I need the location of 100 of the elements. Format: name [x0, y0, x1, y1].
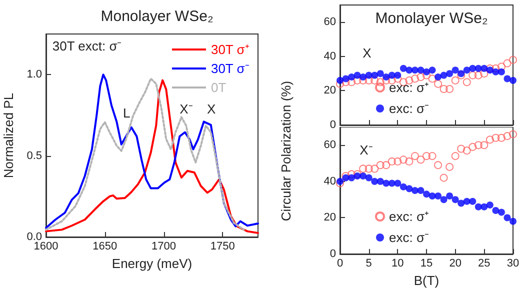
- point: [348, 174, 356, 182]
- y-axis-title: Normalized PL: [1, 92, 16, 178]
- x-tick-label: 1600: [34, 240, 58, 252]
- point: [400, 183, 407, 190]
- point: [336, 179, 344, 188]
- point: [462, 78, 471, 86]
- point: [503, 132, 512, 140]
- point: [452, 196, 459, 204]
- point: [474, 64, 482, 72]
- point: [342, 78, 350, 86]
- x-tick-label: 1750: [210, 240, 235, 252]
- point: [360, 74, 367, 80]
- legend-label: 30T σ⁺: [210, 42, 249, 57]
- point: [400, 64, 407, 72]
- point: [480, 203, 488, 210]
- point: [457, 144, 466, 153]
- point: [394, 74, 402, 83]
- x-axis-title: B(T): [414, 272, 440, 288]
- point: [388, 72, 396, 79]
- x-tick-label: 5: [366, 258, 372, 270]
- y-tick-label: 60: [324, 139, 336, 152]
- point: [486, 202, 494, 209]
- point: [336, 178, 344, 185]
- point: [428, 74, 436, 83]
- point: [498, 208, 505, 216]
- chart-title: Monolayer WSe₂: [375, 10, 488, 27]
- annotation: X: [207, 102, 216, 117]
- legend-label: exc: σ⁺: [389, 209, 428, 224]
- point: [360, 172, 367, 180]
- y-tick-label: 40: [324, 50, 336, 62]
- x-tick-label: 1700: [152, 240, 176, 252]
- point: [480, 64, 488, 72]
- point: [446, 192, 454, 200]
- point: [497, 62, 506, 71]
- point: [371, 178, 378, 185]
- y-tick-label: 0.5: [26, 150, 42, 162]
- point: [348, 170, 356, 178]
- point: [365, 174, 372, 182]
- point: [388, 76, 396, 84]
- x-tick-label: 10: [392, 258, 404, 270]
- point: [428, 152, 436, 160]
- legend-label: exc: σ⁻: [389, 101, 428, 116]
- y-axis-title: Circular Polarization (%): [278, 80, 294, 222]
- point: [474, 71, 482, 80]
- point: [434, 74, 442, 80]
- point: [411, 187, 418, 194]
- point: [451, 76, 460, 84]
- annotation: 30T exct: σ⁻: [52, 38, 122, 54]
- point: [446, 85, 454, 93]
- point: [434, 80, 442, 88]
- chart-title: Monolayer WSe₂: [100, 8, 214, 25]
- y-tick-label: 0: [330, 248, 336, 260]
- point: [509, 130, 517, 138]
- point: [359, 76, 368, 84]
- point: [394, 72, 402, 79]
- point: [458, 200, 465, 207]
- point: [510, 218, 516, 225]
- y-tick-label: 40: [324, 175, 336, 188]
- point: [422, 71, 430, 80]
- y-tick-label: 20: [324, 212, 336, 224]
- x-tick-label: 20: [449, 258, 462, 270]
- point: [336, 76, 344, 84]
- y-tick-label: 1.0: [26, 68, 42, 81]
- point: [492, 68, 500, 76]
- x-tick-label: 15: [420, 258, 433, 270]
- point: [336, 80, 344, 88]
- point: [410, 152, 419, 160]
- point: [446, 162, 454, 171]
- point: [480, 141, 488, 150]
- point: [405, 157, 414, 166]
- point: [364, 164, 373, 173]
- point: [474, 141, 482, 150]
- annotation: X⁻: [180, 102, 192, 117]
- point: [480, 70, 488, 78]
- legend-label: 0T: [210, 80, 226, 95]
- point: [446, 70, 454, 78]
- point: [463, 66, 470, 74]
- annotation: X: [362, 46, 372, 60]
- point: [394, 180, 402, 187]
- y-tick-label: 20: [324, 84, 336, 97]
- point: [342, 75, 350, 82]
- x-tick-label: 1650: [92, 240, 118, 252]
- legend-label: exc: σ⁻: [389, 230, 428, 245]
- point: [382, 180, 390, 187]
- annotation: X⁻: [360, 142, 372, 158]
- point: [359, 164, 368, 173]
- point: [468, 71, 477, 80]
- point: [509, 56, 517, 64]
- point: [353, 76, 362, 84]
- point: [394, 157, 402, 166]
- point: [440, 85, 448, 93]
- point: [451, 152, 460, 160]
- point: [376, 161, 384, 170]
- legend-label: exc: σ⁺: [389, 80, 428, 95]
- point: [410, 74, 419, 83]
- point: [462, 146, 471, 155]
- point: [354, 72, 361, 79]
- point: [422, 152, 430, 160]
- point: [417, 66, 424, 74]
- y-tick-label: 0.0: [26, 231, 42, 243]
